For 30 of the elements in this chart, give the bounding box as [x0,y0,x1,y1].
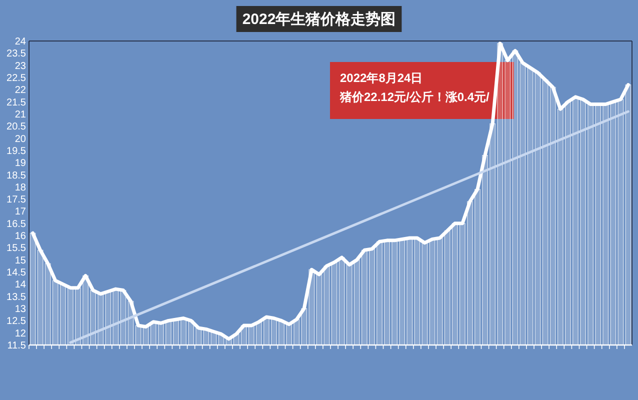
y-tick-label: 14 [14,280,26,291]
y-tick-label: 17 [14,206,26,218]
y-tick-label: 17.5 [6,194,26,206]
y-tick-label: 16.5 [6,218,26,230]
y-tick-label: 23 [14,60,26,72]
y-tick-label: 18 [14,182,26,194]
line-series [31,42,630,341]
y-tick-label: 21 [14,109,26,120]
y-tick-label: 19 [14,158,26,170]
y-tick-label: 24 [14,36,26,48]
y-tick-label: 14.5 [6,268,26,279]
y-tick-label: 11.5 [7,340,26,352]
chart-title: 2022年生猪价格走势图 [242,11,396,28]
y-tick-label: 22.5 [6,72,26,84]
annotation: 猪价22.12元/公斤！涨0.4元/ [339,90,490,104]
y-tick-label: 19.5 [6,146,26,157]
y-tick-label: 12 [14,328,26,340]
y-tick-label: 20 [14,134,26,145]
y-tick-label: 12.5 [6,316,26,328]
y-tick-label: 13.5 [6,292,26,303]
y-tick-label: 23.5 [6,48,26,60]
y-tick-label: 16 [14,231,26,242]
y-tick-label: 15 [14,255,26,266]
y-tick-label: 13 [14,304,26,316]
annotation: 2022年8月24日 [340,71,423,85]
y-tick-label: 18.5 [6,170,26,182]
y-tick-label: 21.5 [6,97,26,108]
y-tick-label: 22 [14,85,26,96]
y-tick-label: 15.5 [6,243,26,254]
y-tick-label: 20.5 [6,122,26,133]
